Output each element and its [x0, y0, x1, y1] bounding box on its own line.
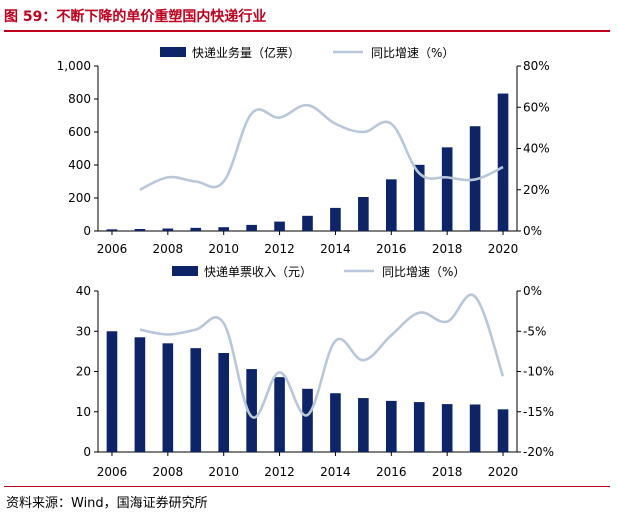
bar — [358, 398, 369, 452]
bar — [162, 228, 174, 231]
legend-label-line: 同比增速（%） — [371, 46, 454, 60]
bar — [218, 352, 230, 452]
x-tick-label: 2016 — [376, 465, 407, 479]
x-tick-label: 2010 — [208, 242, 239, 256]
bar — [441, 404, 453, 452]
bar — [162, 343, 174, 452]
x-tick-label: 2014 — [320, 465, 351, 479]
bar — [106, 331, 118, 452]
x-tick-label: 2020 — [488, 465, 519, 479]
y-tick-label-right: 60% — [523, 100, 550, 114]
bar — [497, 409, 509, 452]
y-tick-label-right: -5% — [523, 324, 546, 338]
bar — [385, 400, 397, 452]
bar — [134, 337, 146, 452]
bar — [497, 93, 509, 232]
x-tick-label: 2012 — [264, 242, 295, 256]
y-tick-label-right: 0% — [523, 284, 542, 298]
bar — [302, 388, 313, 452]
bar — [385, 179, 397, 231]
bar — [330, 393, 341, 452]
x-tick-label: 2008 — [153, 465, 184, 479]
chart-panel-1: 0 200 400 600 800 1,000 0% 20% 40% 60% 80% 2006 2008… — [57, 45, 550, 256]
x-tick-label: 2020 — [488, 242, 519, 256]
bar — [218, 227, 230, 231]
bar — [190, 348, 202, 452]
title-rule — [4, 30, 610, 32]
x-tick-label: 2008 — [153, 242, 184, 256]
bar — [358, 197, 369, 231]
bar — [190, 227, 202, 231]
legend-swatch-bar — [172, 266, 198, 276]
legend-label-bar: 快递单票收入（元） — [204, 265, 312, 279]
y-tick-label-right: -10% — [523, 365, 554, 379]
x-tick-label: 2016 — [376, 242, 407, 256]
bar — [413, 402, 425, 452]
bar — [413, 164, 425, 231]
bar — [274, 221, 285, 231]
legend-swatch-bar — [160, 47, 186, 57]
legend-label-line: 同比增速（%） — [382, 265, 465, 279]
y-tick-label-left: 30 — [76, 324, 91, 338]
bar — [274, 377, 285, 452]
chart-panel-2: 0 10 20 30 40 -20% -15% -10% -5% 0% 2006 2008 2010 20… — [76, 265, 554, 479]
x-tick-label: 2006 — [97, 242, 128, 256]
growth-line — [139, 103, 504, 191]
x-tick-label: 2012 — [264, 465, 295, 479]
x-tick-label: 2010 — [208, 465, 239, 479]
source-note: 资料来源：Wind，国海证券研究所 — [6, 496, 208, 511]
y-tick-label-left: 200 — [68, 191, 91, 205]
y-tick-label-left: 10 — [76, 405, 91, 419]
x-tick-label: 2006 — [97, 465, 128, 479]
bar — [469, 404, 481, 452]
y-tick-label-right: 0% — [523, 224, 542, 238]
bar — [302, 215, 313, 231]
y-tick-label-right: -20% — [523, 445, 554, 459]
y-tick-label-left: 0 — [83, 224, 91, 238]
bar — [246, 369, 257, 452]
bar — [330, 207, 341, 231]
bar — [134, 229, 146, 231]
y-tick-label-left: 40 — [76, 284, 91, 298]
figure-title: 图 59：不断下降的单价重塑国内快递行业 — [4, 9, 267, 25]
figure-title-bar: 图 59：不断下降的单价重塑国内快递行业 — [4, 4, 610, 28]
y-tick-label-left: 0 — [83, 445, 91, 459]
x-tick-label: 2018 — [432, 465, 463, 479]
y-tick-label-right: 20% — [523, 183, 550, 197]
y-tick-label-left: 1,000 — [57, 59, 91, 73]
y-tick-label-left: 600 — [68, 125, 91, 139]
y-tick-label-left: 800 — [68, 92, 91, 106]
footer-rule — [4, 486, 610, 487]
growth-line — [139, 293, 505, 419]
bar — [441, 147, 453, 231]
y-tick-label-right: 40% — [523, 142, 550, 156]
legend-label-bar: 快递业务量（亿票） — [192, 45, 300, 60]
x-tick-label: 2014 — [320, 242, 351, 256]
x-tick-label: 2018 — [432, 242, 463, 256]
bar — [246, 224, 257, 231]
y-tick-label-right: -15% — [523, 405, 554, 419]
y-tick-label-left: 400 — [68, 158, 91, 172]
y-tick-label-left: 20 — [76, 365, 91, 379]
bar — [106, 229, 118, 231]
y-tick-label-right: 80% — [523, 59, 550, 73]
